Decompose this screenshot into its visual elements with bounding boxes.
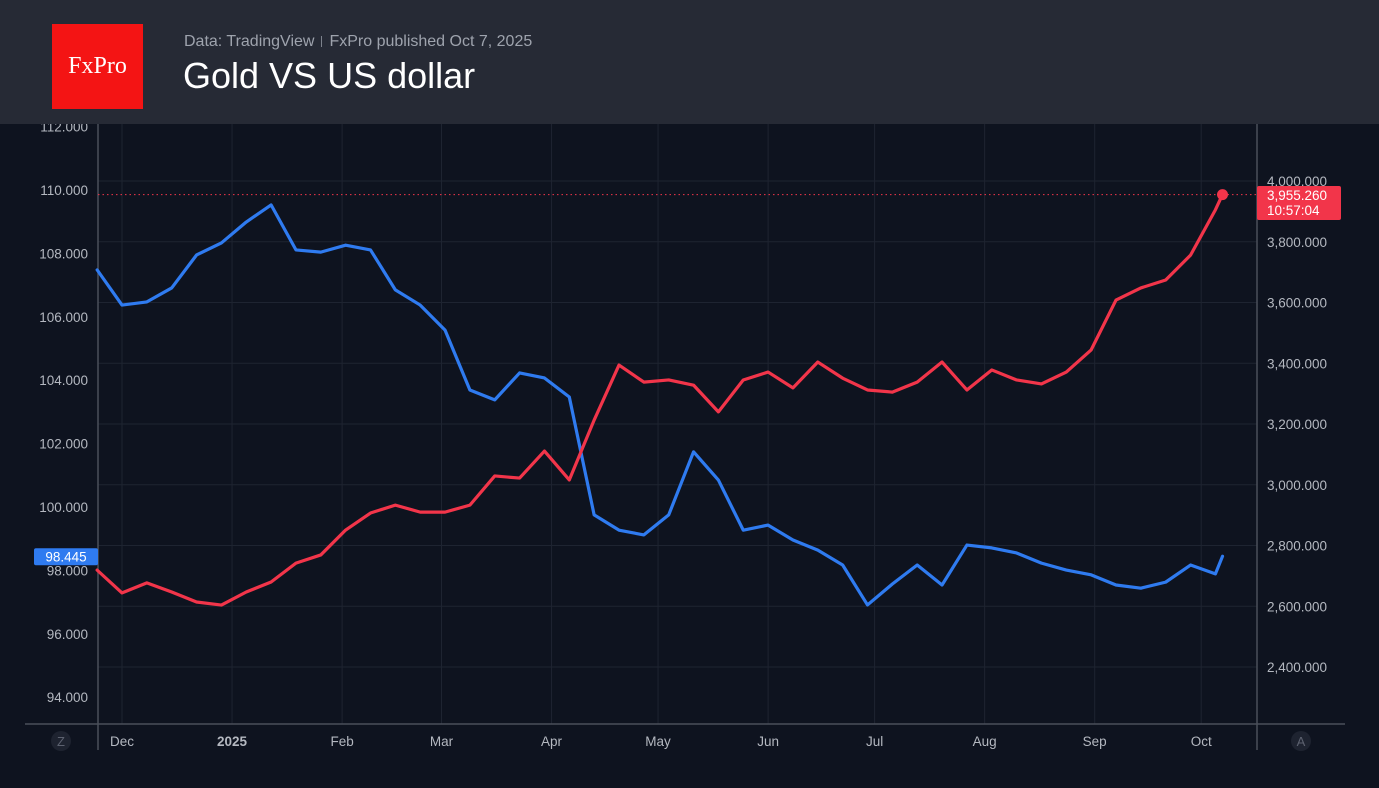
logo-text: FxPro xyxy=(68,53,127,79)
x-tick-label: Aug xyxy=(973,734,997,749)
usd-last-price-badge xyxy=(34,548,98,566)
usd-last-price-label: 98.445 xyxy=(45,549,86,564)
right-tick-label: 3,800.000 xyxy=(1267,235,1327,250)
x-tick-label: Jun xyxy=(757,734,779,749)
published-date: FxPro published Oct 7, 2025 xyxy=(329,33,533,50)
x-tick-label: May xyxy=(645,734,671,749)
gold-last-price-badge xyxy=(1257,186,1341,220)
gold-last-time-label: 10:57:04 xyxy=(1267,203,1320,218)
x-tick-label: Apr xyxy=(541,734,563,749)
x-tick-label: Oct xyxy=(1191,734,1212,749)
gold-last-price-label: 3,955.260 xyxy=(1267,188,1327,203)
zoom-button-bg[interactable] xyxy=(51,731,71,751)
grid xyxy=(0,124,1379,788)
left-tick-label: 94.000 xyxy=(47,690,88,705)
left-tick-label: 108.000 xyxy=(39,246,88,261)
x-tick-label: Jul xyxy=(866,734,883,749)
right-tick-label: 2,800.000 xyxy=(1267,539,1327,554)
left-tick-label: 110.000 xyxy=(40,183,88,198)
left-tick-label: 98.000 xyxy=(47,563,88,578)
right-tick-label: 2,400.000 xyxy=(1267,660,1327,675)
chart-header: FxPro Data: TradingView FxPro published O… xyxy=(0,0,1379,124)
right-tick-label: 3,400.000 xyxy=(1267,356,1327,371)
auto-button-label[interactable]: A xyxy=(1297,734,1306,749)
right-tick-label: 3,200.000 xyxy=(1267,417,1327,432)
separator xyxy=(321,36,323,48)
data-source: Data: TradingView xyxy=(184,33,315,50)
x-tick-label: Mar xyxy=(430,734,454,749)
auto-button-bg[interactable] xyxy=(1291,731,1311,751)
right-tick-label: 3,600.000 xyxy=(1267,296,1327,311)
x-tick-label: Feb xyxy=(330,734,353,749)
x-tick-label: Dec xyxy=(110,734,134,749)
fxpro-logo: FxPro xyxy=(52,24,143,109)
series-layer xyxy=(95,192,1225,607)
left-tick-label: 104.000 xyxy=(39,373,88,388)
right-tick-label: 4,000.000 xyxy=(1267,174,1327,189)
left-tick-label: 96.000 xyxy=(47,627,88,642)
tick-labels: 112.000110.000108.000106.000104.000102.0… xyxy=(39,120,1327,749)
zoom-button[interactable]: Z xyxy=(51,731,71,751)
zoom-button-label[interactable]: Z xyxy=(57,734,65,749)
left-tick-label: 106.000 xyxy=(39,310,88,325)
x-tick-label: Sep xyxy=(1083,734,1107,749)
left-tick-label: 100.000 xyxy=(39,500,88,515)
gold-last-point xyxy=(1217,189,1228,201)
auto-scale-button[interactable]: A xyxy=(1291,731,1311,751)
plot-background xyxy=(0,124,1379,788)
right-tick-label: 2,600.000 xyxy=(1267,599,1327,614)
chart-subtitle: Data: TradingView FxPro published Oct 7, … xyxy=(184,33,532,51)
axes xyxy=(25,124,1345,750)
chart-title: Gold VS US dollar xyxy=(183,55,476,96)
x-tick-label: 2025 xyxy=(217,734,248,749)
right-tick-label: 3,000.000 xyxy=(1267,478,1327,493)
left-tick-label: 102.000 xyxy=(39,437,88,452)
